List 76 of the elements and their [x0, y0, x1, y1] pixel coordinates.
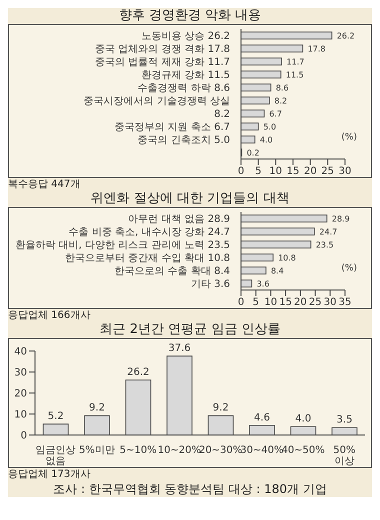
y-tick-label: 0: [20, 430, 27, 442]
chart-title: 위엔화 절상에 대한 기업들의 대책: [90, 191, 290, 207]
data-label: 37.6: [168, 343, 191, 354]
data-label: 23.5: [316, 240, 334, 250]
y-tick-label: 수출 비중 축소, 내수시장 강화 24.7: [68, 227, 230, 238]
y-tick-label: 중국의 법률적 제재 강화 11.7: [95, 57, 230, 68]
x-tick-label: 30~40%: [240, 445, 284, 456]
x-tick-label: 10: [269, 166, 282, 178]
data-label: 0.2: [246, 148, 260, 158]
y-tick-label: 40: [14, 346, 27, 358]
x-tick-label: 15: [286, 166, 300, 178]
x-tick-label: 25: [321, 166, 334, 178]
x-tick-label: 50% 이상: [333, 445, 356, 467]
x-tick-label: 25: [308, 297, 322, 308]
y-tick-label: 기타 3.6: [190, 279, 230, 290]
data-label: 4.6: [254, 412, 270, 424]
text: 조사 : 한국무역협회 동향분석팀 대상 : 180개 기업: [52, 481, 328, 497]
data-label: 3.5: [336, 414, 352, 426]
x-tick-label: 35: [338, 297, 352, 308]
data-label: 8.4: [270, 266, 284, 276]
x-tick-label: 0: [238, 166, 244, 178]
x-tick-label: 10: [264, 297, 278, 308]
data-label: 6.7: [269, 109, 282, 118]
text: 복수응답 447개: [8, 178, 82, 191]
x-tick-label: 5: [252, 297, 260, 308]
x-tick-label: 임금인상 없음: [36, 445, 76, 467]
text: 응답업체 166개사: [8, 309, 92, 322]
x-axis-title: (%): [341, 132, 357, 142]
x-tick-label: 5%미만: [78, 445, 115, 456]
data-label: 9.2: [89, 402, 105, 414]
y-tick-label: 8.2: [214, 109, 230, 120]
data-label: 4.0: [260, 135, 273, 144]
x-axis-title: (%): [341, 263, 357, 274]
data-label: 5.2: [48, 411, 64, 422]
y-tick-label: 중국의 긴축조치 5.0: [138, 135, 230, 146]
chart-title: 최근 2년간 연평균 임금 인상률: [98, 322, 282, 338]
x-tick-label: 10~20%: [158, 445, 202, 456]
data-label: 8.6: [276, 83, 289, 92]
x-tick-label: 15: [279, 297, 292, 308]
data-label: 5.0: [263, 122, 276, 132]
y-tick-label: 노동비용 상승 26.2: [141, 31, 230, 42]
y-tick-label: 30: [14, 368, 27, 379]
data-label: 10.8: [278, 253, 296, 262]
data-label: 11.5: [286, 70, 304, 80]
data-label: 26.2: [336, 31, 355, 40]
x-tick-label: 30: [324, 297, 337, 308]
data-label: 28.9: [332, 214, 350, 224]
y-tick-label: 한국으로부터 중간재 수입 확대 10.8: [65, 253, 230, 264]
chart-title: 향후 경영환경 악화 내용: [118, 8, 262, 24]
data-label: 17.8: [308, 44, 326, 54]
x-tick-label: 30: [338, 166, 352, 178]
y-tick-label: 한국으로의 수출 확대 8.4: [114, 266, 230, 277]
x-tick-label: 20: [304, 166, 317, 178]
y-tick-label: 20: [14, 388, 27, 400]
x-tick-label: 40~50%: [281, 445, 325, 456]
x-tick-label: 5~10%: [120, 445, 157, 456]
data-label: 3.6: [256, 279, 270, 288]
data-label: 4.0: [295, 414, 312, 425]
x-tick-label: 5: [255, 166, 262, 178]
y-tick-label: 10: [14, 410, 27, 421]
data-label: 8.2: [274, 96, 288, 106]
x-tick-label: 20~30%: [198, 445, 242, 456]
y-tick-label: 수출경쟁력 하락 8.6: [138, 83, 230, 94]
data-label: 24.7: [319, 227, 338, 236]
data-label: 26.2: [127, 366, 150, 378]
y-tick-label: 중국시장에서의 기술경쟁력 상실: [84, 96, 230, 107]
y-tick-label: 환경규제 강화 11.5: [141, 70, 230, 81]
text: 응답업체 173개사: [8, 468, 92, 481]
y-tick-label: 중국 업체와의 경쟁 격화 17.8: [95, 44, 230, 55]
x-tick-label: 0: [238, 297, 244, 308]
y-tick-label: 환율하락 대비, 다양한 리스크 관리에 노력 23.5: [15, 240, 230, 251]
y-tick-label: 중국정부의 지원 축소 6.7: [114, 122, 230, 133]
x-tick-label: 20: [294, 297, 307, 308]
y-tick-label: 아무런 대책 없음 28.9: [128, 214, 230, 225]
data-label: 9.2: [212, 402, 229, 414]
data-label: 11.7: [286, 57, 304, 66]
